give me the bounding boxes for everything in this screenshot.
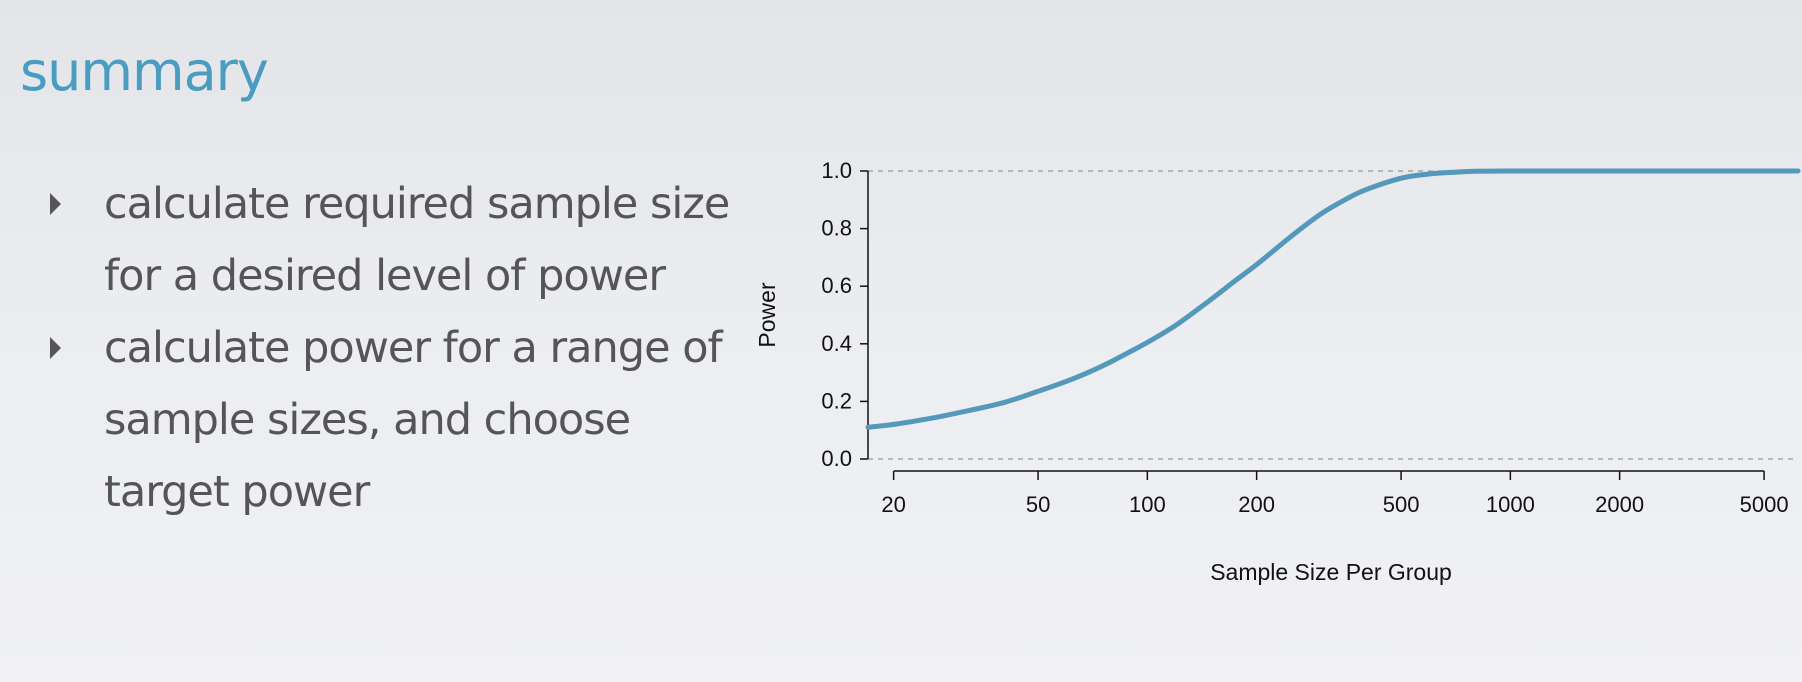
x-tick-label: 200 [1238, 492, 1275, 517]
y-tick-label: 0.2 [821, 388, 852, 413]
x-tick-label: 2000 [1595, 492, 1644, 517]
x-tick-label: 5000 [1740, 492, 1789, 517]
x-axis-label: Sample Size Per Group [1210, 559, 1452, 585]
y-tick-label: 0.4 [821, 331, 852, 356]
slide-title: summary [20, 40, 269, 103]
bullet-list: calculate required sample size for a des… [44, 168, 744, 528]
y-tick-label: 0.0 [821, 446, 852, 471]
power-curve-line [865, 168, 1801, 430]
x-tick-label: 20 [881, 492, 905, 517]
x-tick-label: 1000 [1486, 492, 1535, 517]
triangle-bullet-icon [50, 193, 61, 215]
bullet-text: calculate required sample size for a des… [104, 179, 730, 301]
bullet-item: calculate power for a range of sample si… [44, 312, 744, 528]
bullet-item: calculate required sample size for a des… [44, 168, 744, 312]
bullet-text: calculate power for a range of sample si… [104, 323, 723, 517]
y-tick-label: 0.8 [821, 216, 852, 241]
x-tick-label: 100 [1129, 492, 1166, 517]
y-axis-label: Power [754, 282, 780, 348]
x-tick-label: 500 [1383, 492, 1420, 517]
y-tick-label: 1.0 [821, 158, 852, 183]
triangle-bullet-icon [50, 337, 61, 359]
y-tick-label: 0.6 [821, 273, 852, 298]
x-tick-label: 50 [1026, 492, 1050, 517]
